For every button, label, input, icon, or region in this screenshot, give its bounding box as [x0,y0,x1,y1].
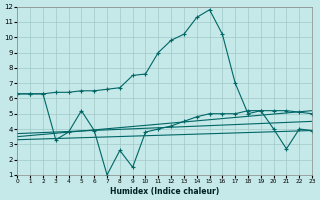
X-axis label: Humidex (Indice chaleur): Humidex (Indice chaleur) [110,187,219,196]
